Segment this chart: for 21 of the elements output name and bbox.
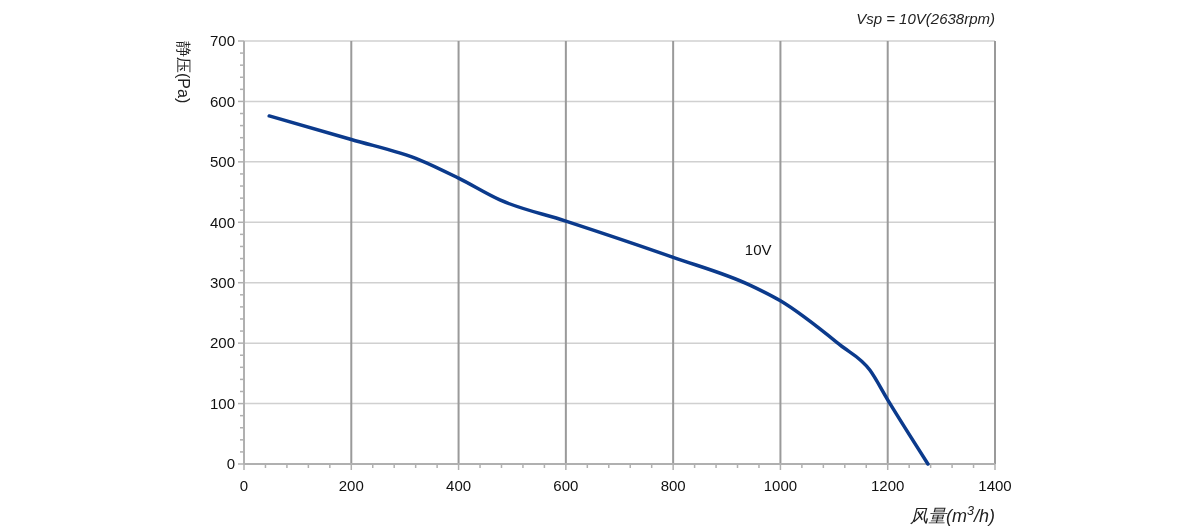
x-tick-label: 600	[553, 477, 579, 494]
x-tick-label: 400	[446, 477, 472, 494]
line-series	[267, 114, 930, 466]
x-tick-label: 800	[660, 477, 686, 494]
x-axis-title: 风量(m$^{3}$/h)	[909, 504, 995, 526]
x-tick-label: 0	[239, 477, 249, 494]
y-tick-label: 200	[209, 334, 235, 352]
y-tick-label: 300	[209, 273, 235, 291]
y-tick-label: 600	[209, 92, 235, 110]
x-tick-label: 1000	[763, 477, 798, 494]
x-tick-label: 1400	[978, 477, 1012, 494]
x-tick-label: 1200	[871, 477, 905, 494]
y-tick-label: 700	[209, 32, 235, 50]
x-tick-label: 200	[338, 477, 364, 494]
y-tick-label: 400	[209, 213, 235, 231]
chart-title: Vsp = 10V(2638rpm)	[856, 10, 995, 27]
y-tick-label: 500	[209, 153, 235, 171]
y-tick-label: 0	[226, 455, 235, 473]
series-label: 10V	[744, 241, 772, 259]
y-tick-label: 100	[209, 394, 235, 412]
y-axis-title: 静压(Pa)	[175, 41, 193, 104]
